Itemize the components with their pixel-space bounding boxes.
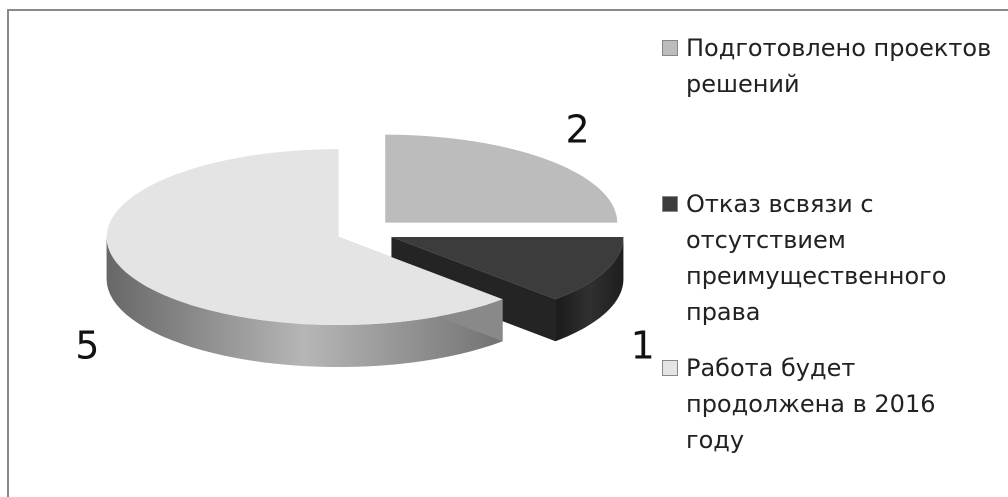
data-label: 5 <box>75 324 99 368</box>
slice <box>391 237 624 300</box>
slice <box>385 134 618 223</box>
legend-label: Отказ всвязи с отсутствием преимуществен… <box>686 190 947 326</box>
slice-side <box>555 237 624 342</box>
legend-swatch <box>662 40 678 56</box>
legend-item: Подготовлено проектов решений <box>662 30 997 102</box>
legend-label: Подготовлено проектов решений <box>686 34 992 98</box>
frame <box>7 9 1008 497</box>
legend-item: Отказ всвязи с отсутствием преимуществен… <box>662 186 997 330</box>
slice <box>106 149 503 326</box>
legend-label: Работа будет продолжена в 2016 году <box>686 354 936 454</box>
slice-side <box>106 237 503 368</box>
legend-swatch <box>662 360 678 376</box>
data-label: 2 <box>565 108 589 152</box>
data-label: 1 <box>631 324 655 368</box>
legend-item: Работа будет продолжена в 2016 году <box>662 350 997 458</box>
legend-swatch <box>662 196 678 212</box>
